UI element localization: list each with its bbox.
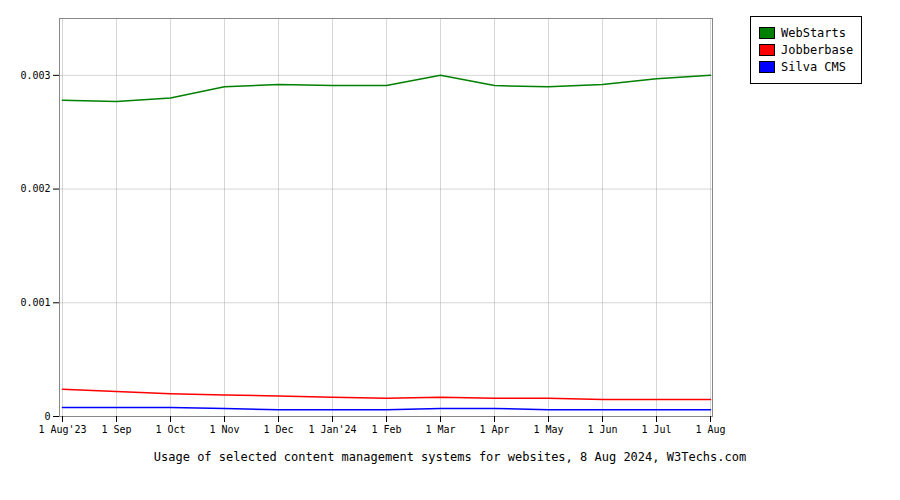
svg-text:1 Aug'23: 1 Aug'23 (38, 424, 86, 435)
html-text:Silva CMS: Silva CMS (781, 60, 846, 74)
svg-text:1 Jan'24: 1 Jan'24 (308, 424, 356, 435)
svg-text:1 Oct: 1 Oct (155, 424, 185, 435)
svg-text:0.001: 0.001 (20, 297, 50, 308)
svg-text:0: 0 (44, 411, 50, 422)
html-text:Usage of selected content mana: Usage of selected content management sys… (153, 450, 747, 464)
svg-text:1 Sep: 1 Sep (101, 424, 131, 435)
svg-text:1 May: 1 May (533, 424, 563, 435)
svg-text:1 Apr: 1 Apr (479, 424, 509, 435)
html-text:Jobberbase: Jobberbase (781, 43, 854, 57)
html-text:WebStarts: WebStarts (781, 26, 846, 40)
svg-text:1 Nov: 1 Nov (209, 424, 239, 435)
svg-text:0.002: 0.002 (20, 183, 50, 194)
svg-text:0.003: 0.003 (20, 70, 50, 81)
svg-text:1 Mar: 1 Mar (425, 424, 455, 435)
svg-text:1 Jun: 1 Jun (587, 424, 617, 435)
svg-text:1 Jul: 1 Jul (641, 424, 671, 435)
svg-text:1 Feb: 1 Feb (371, 424, 401, 435)
svg-text:1 Aug: 1 Aug (695, 424, 725, 435)
svg-text:1 Dec: 1 Dec (263, 424, 293, 435)
